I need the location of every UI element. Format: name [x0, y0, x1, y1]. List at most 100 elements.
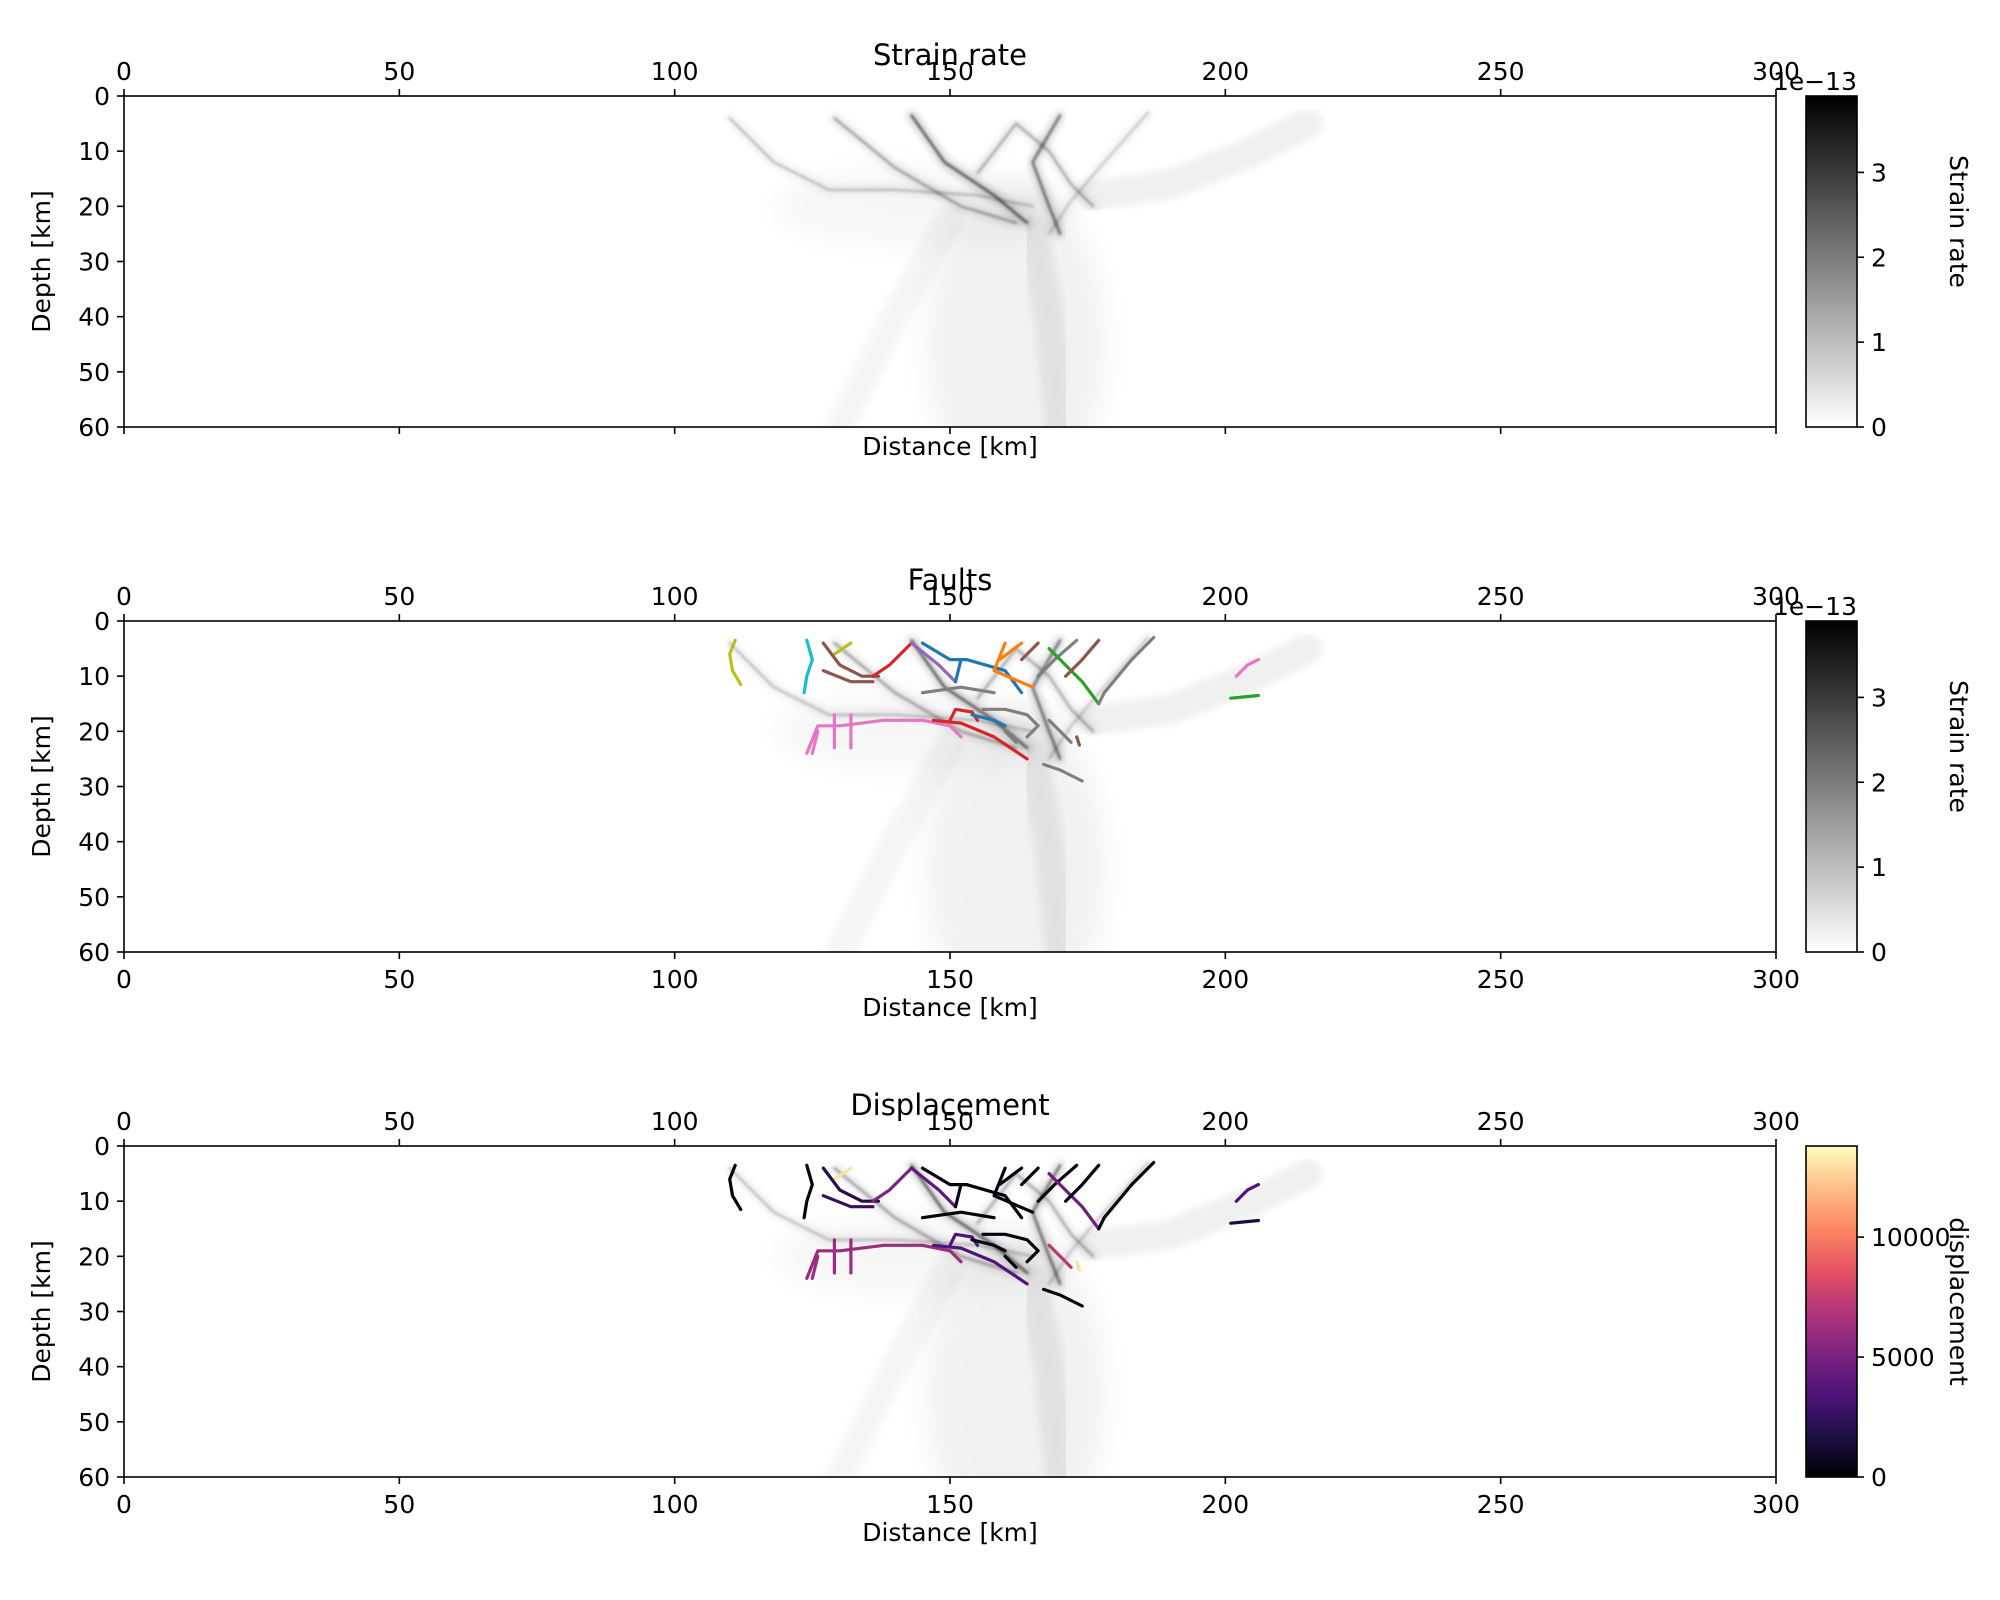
fault-8 [920, 641, 1024, 695]
shear-band-glow [1017, 213, 1076, 427]
panel-2: 0050501001001501502002002502503003000102… [27, 563, 1973, 1022]
fault-26 [1003, 1254, 1018, 1269]
fault-30 [1234, 658, 1260, 678]
x-tick-label-top: 50 [383, 582, 415, 611]
y-tick-label: 10 [78, 662, 110, 691]
fault-3 [832, 1166, 853, 1181]
y-tick-label: 20 [78, 1242, 110, 1271]
x-tick-label-top: 150 [926, 1107, 974, 1136]
fault-16 [1097, 635, 1156, 706]
x-tick-label-bottom: 200 [1201, 1490, 1249, 1519]
y-tick-label: 30 [78, 248, 110, 277]
shear-band [833, 1167, 1018, 1274]
colorbar-offset-text: 1e−13 [1773, 592, 1857, 621]
colorbar-tick-label: 5000 [1871, 1343, 1935, 1372]
x-tick-label-top: 200 [1201, 57, 1249, 86]
colorbar-frame [1805, 95, 1858, 428]
fault-31 [1229, 693, 1260, 700]
colorbar-offset-text: 1e−13 [1773, 67, 1857, 96]
fault-14 [1047, 1172, 1101, 1231]
shear-band [833, 117, 1018, 224]
fault-6 [871, 641, 914, 678]
x-tick-label-top: 0 [116, 57, 132, 86]
fault-11 [998, 641, 1024, 662]
fault-1 [728, 638, 743, 686]
fault-17 [920, 685, 996, 695]
shear-band-glow [1078, 1158, 1323, 1261]
fault-15 [1064, 1163, 1101, 1203]
fault-22 [931, 1243, 1029, 1286]
plot-area-1 [725, 108, 1323, 427]
colorbar-label: Strain rate [1944, 155, 1973, 288]
y-tick-label: 10 [78, 137, 110, 166]
y-tick-label: 50 [78, 883, 110, 912]
colorbar-frame [1805, 1145, 1858, 1478]
y-tick-label: 0 [94, 1132, 110, 1161]
shear-band-glow [1017, 738, 1076, 952]
colorbar-tick-label: 3 [1871, 158, 1887, 187]
fault-25 [981, 707, 1040, 739]
colorbar-label: displacement [1944, 1217, 1973, 1386]
shear-band [910, 1164, 1029, 1274]
x-tick-label-top: 150 [926, 582, 974, 611]
y-tick-label: 40 [78, 1353, 110, 1382]
fault-lines [728, 635, 1260, 783]
colorbar-tick-label: 0 [1871, 938, 1887, 967]
fault-8 [920, 1166, 1024, 1220]
y-tick-label: 40 [78, 828, 110, 857]
fault-19 [810, 1254, 820, 1280]
y-tick-label: 30 [78, 1298, 110, 1327]
x-tick-label-top: 50 [383, 1107, 415, 1136]
fault-5 [821, 1194, 875, 1209]
fault-28 [1075, 735, 1081, 747]
panel-3: 0050501001001501502002002502503003000102… [27, 1088, 1973, 1547]
colorbar-tick-label: 3 [1871, 683, 1887, 712]
fault-9 [953, 1183, 963, 1209]
plot-area-2 [725, 633, 1323, 952]
fault-1 [728, 1163, 743, 1211]
x-tick-label-top: 300 [1752, 1107, 1800, 1136]
colorbar-gradient [1806, 621, 1857, 952]
fault-27 [1047, 718, 1073, 744]
x-tick-label-top: 50 [383, 57, 415, 86]
shear-band-glow [1017, 1263, 1076, 1477]
colorbar-label: Strain rate [1944, 680, 1973, 813]
shear-band [910, 114, 1029, 224]
fault-24 [970, 713, 1007, 728]
shear-band [728, 1167, 1034, 1258]
fault-28 [1075, 1260, 1081, 1272]
x-tick-label-bottom: 150 [926, 1490, 974, 1519]
x-tick-label-bottom: 200 [1201, 965, 1249, 994]
fault-22 [931, 718, 1029, 761]
colorbar-frame [1805, 620, 1858, 953]
y-tick-label: 0 [94, 82, 110, 111]
fault-14 [1047, 647, 1101, 706]
fault-6 [871, 1166, 914, 1203]
x-tick-label-top: 250 [1477, 582, 1525, 611]
strain-rate-field [725, 108, 1323, 427]
x-tick-label-bottom: 100 [651, 965, 699, 994]
y-tick-label: 50 [78, 1408, 110, 1437]
fault-13 [1036, 1163, 1079, 1203]
x-tick-label-bottom: 50 [383, 965, 415, 994]
x-tick-label-top: 250 [1477, 57, 1525, 86]
y-axis-label: Depth [km] [27, 1240, 56, 1382]
y-tick-label: 60 [78, 413, 110, 442]
fault-30 [1234, 1183, 1260, 1203]
colorbar-tick-label: 10000 [1871, 1223, 1951, 1252]
fault-18 [805, 1243, 963, 1280]
panel-title: Faults [908, 563, 993, 597]
fault-10 [992, 641, 1035, 689]
fault-7 [909, 1166, 958, 1209]
x-tick-label-top: 100 [651, 582, 699, 611]
fault-29 [1042, 762, 1084, 783]
colorbar-tick-label: 0 [1871, 413, 1887, 442]
fault-4 [821, 641, 880, 678]
x-axis-label: Distance [km] [862, 432, 1038, 461]
shear-band [833, 642, 1018, 749]
fault-10 [992, 1166, 1035, 1214]
fault-15 [1064, 638, 1101, 678]
fault-27 [1047, 1243, 1073, 1269]
x-tick-label-top: 300 [1752, 582, 1800, 611]
